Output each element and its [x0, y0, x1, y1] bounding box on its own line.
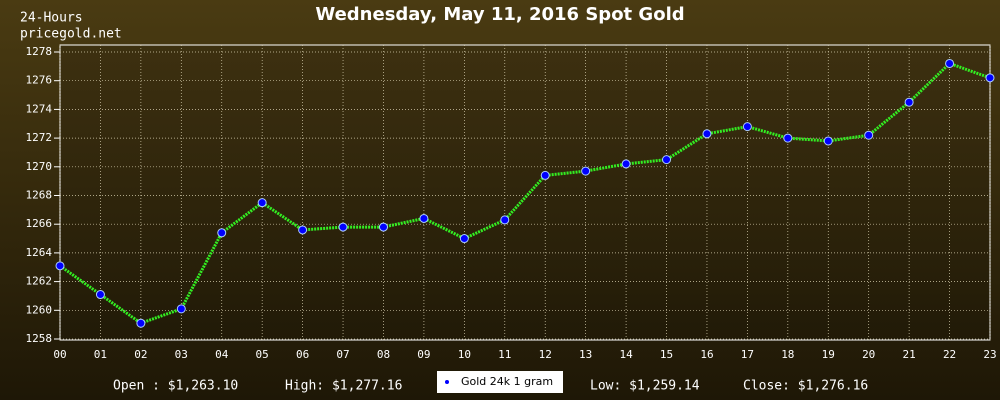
x-tick-label: 23 [983, 348, 996, 361]
x-tick-label: 12 [539, 348, 552, 361]
data-point [662, 155, 672, 165]
series-line [59, 61, 991, 325]
data-point [459, 234, 469, 244]
x-tick-label: 15 [660, 348, 673, 361]
x-tick-label: 17 [741, 348, 754, 361]
x-tick-label: 22 [943, 348, 956, 361]
data-point [742, 122, 752, 132]
data-point [864, 130, 874, 140]
x-tick-label: 16 [700, 348, 713, 361]
corner-label: 24-Hours [20, 11, 83, 26]
data-point [338, 222, 348, 232]
y-tick-label: 1278 [26, 45, 53, 58]
y-tick-label: 1260 [26, 303, 53, 316]
x-tick-label: 19 [822, 348, 835, 361]
data-point [298, 225, 308, 235]
x-tick-label: 14 [619, 348, 633, 361]
data-point [945, 58, 955, 68]
x-tick-label: 02 [134, 348, 147, 361]
data-point [783, 133, 793, 143]
data-point [581, 166, 591, 176]
stat-label: High: $1,277.16 [285, 379, 402, 394]
x-tick-label: 20 [862, 348, 875, 361]
chart-title: Wednesday, May 11, 2016 Spot Gold [315, 4, 684, 25]
x-tick-label: 13 [579, 348, 592, 361]
data-point [257, 198, 267, 208]
x-tick-label: 21 [903, 348, 916, 361]
x-tick-label: 09 [417, 348, 430, 361]
data-point [419, 213, 429, 223]
stat-label: Open : $1,263.10 [113, 379, 238, 394]
legend-box [437, 371, 563, 393]
y-tick-label: 1274 [26, 102, 53, 115]
x-tick-label: 06 [296, 348, 309, 361]
data-point [985, 73, 995, 83]
data-point [904, 97, 914, 107]
y-tick-label: 1262 [26, 275, 53, 288]
x-tick-label: 18 [781, 348, 794, 361]
x-tick-label: 08 [377, 348, 390, 361]
y-tick-label: 1268 [26, 189, 53, 202]
x-tick-label: 11 [498, 348, 511, 361]
x-tick-label: 04 [215, 348, 229, 361]
y-tick-label: 1266 [26, 217, 53, 230]
data-point [621, 159, 631, 169]
corner-label: pricegold.net [20, 27, 122, 42]
plot-area [59, 44, 991, 341]
y-tick-label: 1272 [26, 131, 53, 144]
y-tick-label: 1270 [26, 160, 53, 173]
x-tick-label: 01 [94, 348, 107, 361]
data-point [378, 222, 388, 232]
y-tick-label: 1276 [26, 74, 53, 87]
x-tick-label: 07 [336, 348, 349, 361]
x-tick-label: 03 [175, 348, 188, 361]
data-point [823, 136, 833, 146]
y-tick-label: 1258 [26, 332, 53, 345]
legend-marker [445, 380, 449, 384]
x-tick-label: 00 [53, 348, 66, 361]
legend: Gold 24k 1 gram [437, 371, 563, 393]
data-point [702, 129, 712, 139]
data-point [500, 215, 510, 225]
data-point [55, 261, 65, 271]
data-point [95, 290, 105, 300]
data-point [176, 304, 186, 314]
data-point [217, 228, 227, 238]
data-point [540, 170, 550, 180]
legend-label: Gold 24k 1 gram [461, 375, 553, 388]
y-tick-label: 1264 [26, 246, 53, 259]
x-tick-label: 10 [458, 348, 471, 361]
data-point [136, 318, 146, 328]
x-tick-label: 05 [256, 348, 269, 361]
stat-label: Close: $1,276.16 [743, 379, 868, 394]
stat-label: Low: $1,259.14 [590, 379, 700, 394]
